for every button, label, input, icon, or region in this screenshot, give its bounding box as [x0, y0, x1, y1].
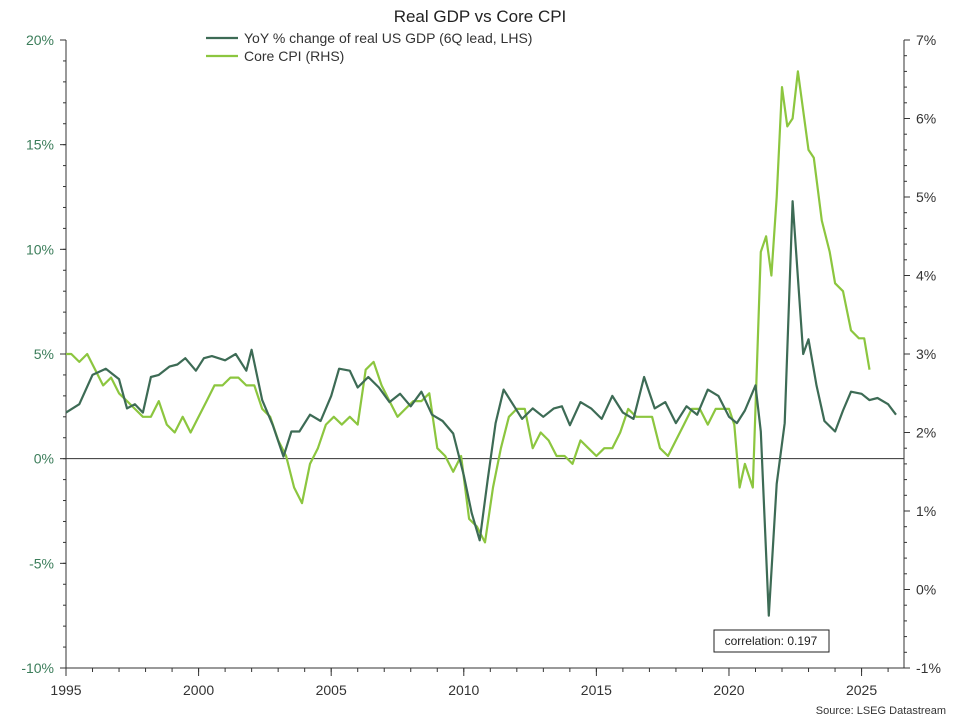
right-tick-label: 2%	[916, 425, 936, 441]
x-tick-label: 2000	[183, 682, 214, 698]
series-line-gdp	[65, 200, 897, 617]
x-tick-label: 2025	[846, 682, 877, 698]
right-tick-label: 5%	[916, 189, 936, 205]
right-tick-label: 4%	[916, 268, 936, 284]
x-axis-ticks: 1995 2000 2005 2010 2015 2020 2025	[50, 668, 877, 698]
source-note: Source: LSEG Datastream	[816, 705, 946, 717]
right-axis-ticks: -1% 0% 1% 2% 3% 4% 5% 6% 7%	[904, 32, 941, 676]
right-tick-label: 7%	[916, 32, 936, 48]
left-tick-label: 20%	[26, 32, 54, 48]
chart-title: Real GDP vs Core CPI	[394, 7, 567, 26]
correlation-label: correlation: 0.197	[725, 634, 818, 648]
legend-label-gdp: YoY % change of real US GDP (6Q lead, LH…	[244, 30, 532, 46]
left-tick-label: -10%	[21, 660, 54, 676]
series-layer	[65, 70, 897, 617]
right-tick-label: 6%	[916, 111, 936, 127]
legend: YoY % change of real US GDP (6Q lead, LH…	[206, 30, 532, 64]
x-tick-label: 2020	[713, 682, 744, 698]
x-tick-label: 2005	[316, 682, 347, 698]
left-tick-label: -5%	[29, 555, 54, 571]
left-tick-label: 0%	[34, 451, 54, 467]
left-axis-ticks: -10% -5% 0% 5% 10% 15% 20%	[21, 32, 66, 676]
left-tick-label: 10%	[26, 241, 54, 257]
right-tick-label: 0%	[916, 582, 936, 598]
correlation-box	[713, 629, 830, 653]
x-tick-label: 2015	[581, 682, 612, 698]
legend-label-cpi: Core CPI (RHS)	[244, 48, 344, 64]
right-tick-label: -1%	[916, 660, 941, 676]
series-line-cpi	[66, 70, 871, 544]
left-tick-label: 15%	[26, 137, 54, 153]
x-tick-label: 2010	[448, 682, 479, 698]
left-tick-label: 5%	[34, 346, 54, 362]
x-tick-label: 1995	[50, 682, 81, 698]
right-tick-label: 3%	[916, 346, 936, 362]
right-tick-label: 1%	[916, 503, 936, 519]
